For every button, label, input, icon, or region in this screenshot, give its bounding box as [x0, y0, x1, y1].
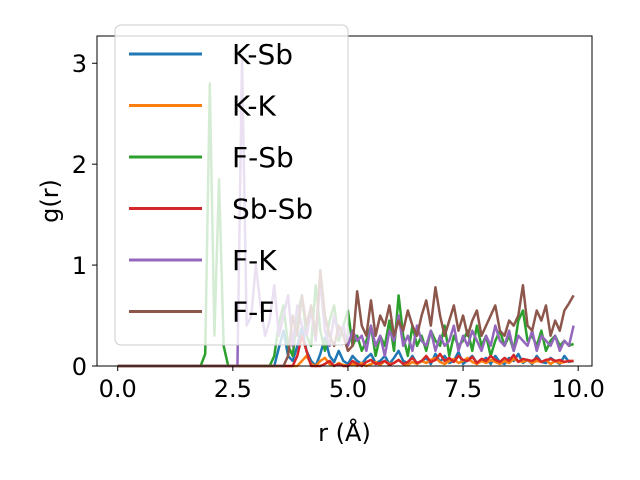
x-tick-label: 0.0 — [99, 375, 137, 403]
y-axis-label: g(r) — [36, 179, 64, 223]
legend-label-f-k: F-K — [232, 244, 277, 277]
legend-label-f-f: F-F — [232, 296, 274, 329]
y-tick-label: 3 — [72, 50, 87, 78]
legend-label-k-k: K-K — [232, 90, 277, 123]
legend: K-Sb K-K F-Sb Sb-Sb F-K F-F — [114, 24, 349, 346]
legend-label-f-sb: F-Sb — [232, 141, 294, 174]
legend-label-k-sb: K-Sb — [232, 38, 293, 71]
x-tick-label: 2.5 — [214, 375, 252, 403]
x-tick-label: 7.5 — [444, 375, 482, 403]
y-tick-label: 1 — [72, 252, 87, 280]
x-tick-label: 10.0 — [551, 375, 604, 403]
y-tick-label: 2 — [72, 151, 87, 179]
ticks-layer: 0.0 2.5 5.0 7.5 10.0 0 1 2 3 — [72, 50, 605, 403]
x-axis-label: r (Å) — [318, 418, 371, 447]
legend-label-sb-sb: Sb-Sb — [232, 193, 313, 226]
y-tick-label: 0 — [72, 353, 87, 381]
x-tick-label: 5.0 — [329, 375, 367, 403]
